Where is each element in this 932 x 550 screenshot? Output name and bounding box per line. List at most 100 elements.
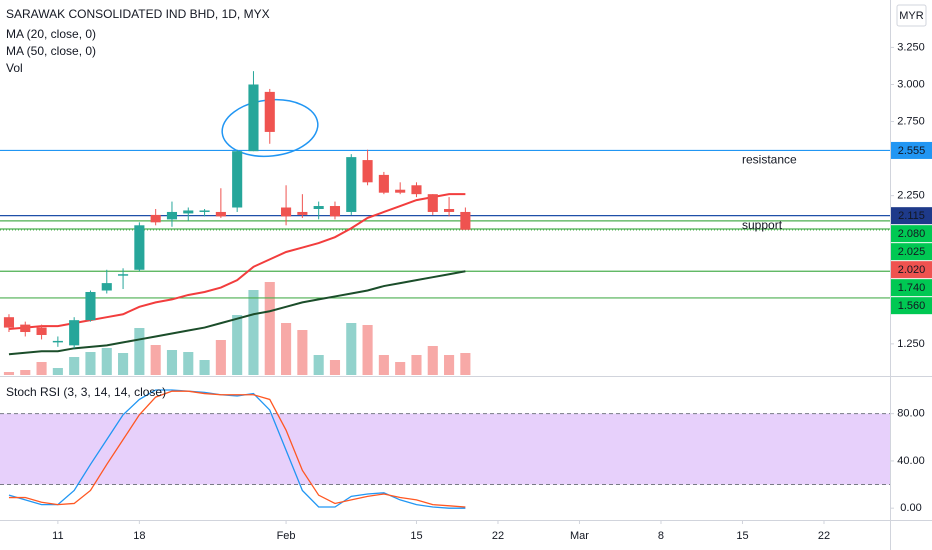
y-tick-label: 3.000: [897, 78, 925, 90]
candle-body: [232, 151, 243, 208]
candle-body: [215, 211, 226, 217]
price-label-box: [891, 207, 932, 225]
volume-bar: [281, 323, 292, 375]
x-tick-label: 22: [492, 530, 504, 542]
candle-body: [20, 324, 31, 333]
volume-bar: [346, 323, 357, 375]
volume-bar: [85, 352, 96, 375]
annotation: resistance: [742, 153, 797, 167]
candle-body: [52, 340, 63, 343]
price-label: 1.740: [898, 282, 926, 294]
price-label-box: [891, 141, 932, 159]
candle-body: [395, 189, 406, 193]
candle-body: [411, 185, 422, 195]
volume-bar: [101, 348, 112, 375]
volume-bar: [460, 353, 471, 375]
annotation: support: [742, 218, 783, 232]
candle-body: [166, 211, 178, 220]
back-layer: [0, 149, 890, 486]
volume-bar: [248, 290, 259, 375]
candle-body: [362, 160, 373, 183]
y-tick-label: 3.250: [897, 41, 925, 53]
candle-body: [150, 214, 161, 223]
candle-body: [297, 211, 308, 215]
candle-body: [329, 206, 341, 217]
currency-button[interactable]: [896, 4, 927, 27]
volume-bar: [20, 370, 31, 375]
volume-bar: [444, 355, 455, 375]
candle-body: [346, 157, 357, 212]
volume-bar: [118, 353, 129, 375]
volume-bar: [427, 346, 438, 375]
x-tick-label: 8: [658, 530, 664, 542]
stoch-band: [0, 413, 890, 485]
legend-vol: Vol: [6, 61, 23, 75]
candle-body: [69, 320, 80, 346]
volume-bar: [134, 328, 145, 375]
stoch-y-tick-label: 80.00: [897, 408, 925, 420]
volume-bar: [3, 372, 15, 375]
volume-bar: [264, 282, 275, 375]
price-label-box: [891, 279, 932, 297]
x-tick-label: Mar: [570, 530, 589, 542]
candle-body: [3, 317, 15, 328]
volume-bar: [378, 355, 389, 375]
candle-body: [460, 211, 471, 230]
volume-bar: [232, 315, 243, 375]
x-tick-label: Feb: [277, 530, 296, 542]
volume-bar: [166, 350, 178, 375]
candle-body: [134, 225, 145, 270]
candle-body: [118, 274, 129, 276]
x-tick-label: 11: [52, 530, 63, 542]
volume-bar: [411, 355, 422, 375]
candle-body: [85, 291, 96, 321]
candle-body: [378, 174, 389, 193]
y-tick-label: 2.250: [897, 190, 925, 202]
stoch-y-tick-label: 0.00: [900, 502, 921, 514]
candle-body: [444, 208, 455, 212]
x-tick-label: 15: [736, 530, 748, 542]
x-tick-label: 18: [133, 530, 145, 542]
x-tick-label: 15: [410, 530, 422, 542]
legend-ma20: MA (20, close, 0): [6, 27, 96, 41]
volume-bar: [329, 360, 341, 375]
volume-bar: [183, 352, 194, 375]
stoch-line: [8, 390, 466, 508]
price-label-box: [891, 225, 932, 243]
candle-body: [199, 210, 210, 212]
price-label: 2.025: [898, 246, 926, 258]
currency: MYR: [899, 10, 924, 22]
volume-bar: [362, 325, 373, 375]
volume-bar: [395, 362, 406, 375]
x-tick-label: 22: [818, 530, 830, 542]
volume-bar: [150, 345, 161, 375]
candle-body: [427, 194, 438, 212]
price-label: 2.020: [898, 264, 926, 276]
price-label: 1.560: [898, 300, 926, 312]
candle-body: [313, 206, 324, 209]
volume-bar: [36, 362, 47, 375]
candle-body: [101, 283, 112, 291]
candle-body: [248, 84, 259, 152]
moving-average: [8, 270, 466, 356]
candle-body: [264, 91, 275, 132]
stoch-title: Stoch RSI (3, 3, 14, 14, close): [6, 385, 166, 399]
candle-body: [281, 207, 292, 217]
moving-average: [8, 193, 466, 331]
volume-bar: [313, 355, 324, 375]
price-label-box: [891, 261, 932, 279]
price-label: 2.080: [898, 228, 926, 240]
front-layer: 11 18 Feb 15 22 Mar 8 15 22 3.250 3.000 2.750 2.250 1…: [3, 41, 932, 542]
volume-bar: [52, 368, 63, 375]
candle-body: [183, 210, 194, 214]
chart-title: SARAWAK CONSOLIDATED IND BHD, 1D, MYX: [6, 7, 270, 21]
stoch-y-tick-label: 40.00: [897, 455, 925, 467]
y-tick-label: 2.750: [897, 115, 925, 127]
price-label-box: [891, 243, 932, 261]
volume-bar: [215, 340, 226, 375]
volume-bar: [297, 330, 308, 375]
volume-bar: [199, 360, 210, 375]
price-label: 2.115: [898, 210, 925, 222]
